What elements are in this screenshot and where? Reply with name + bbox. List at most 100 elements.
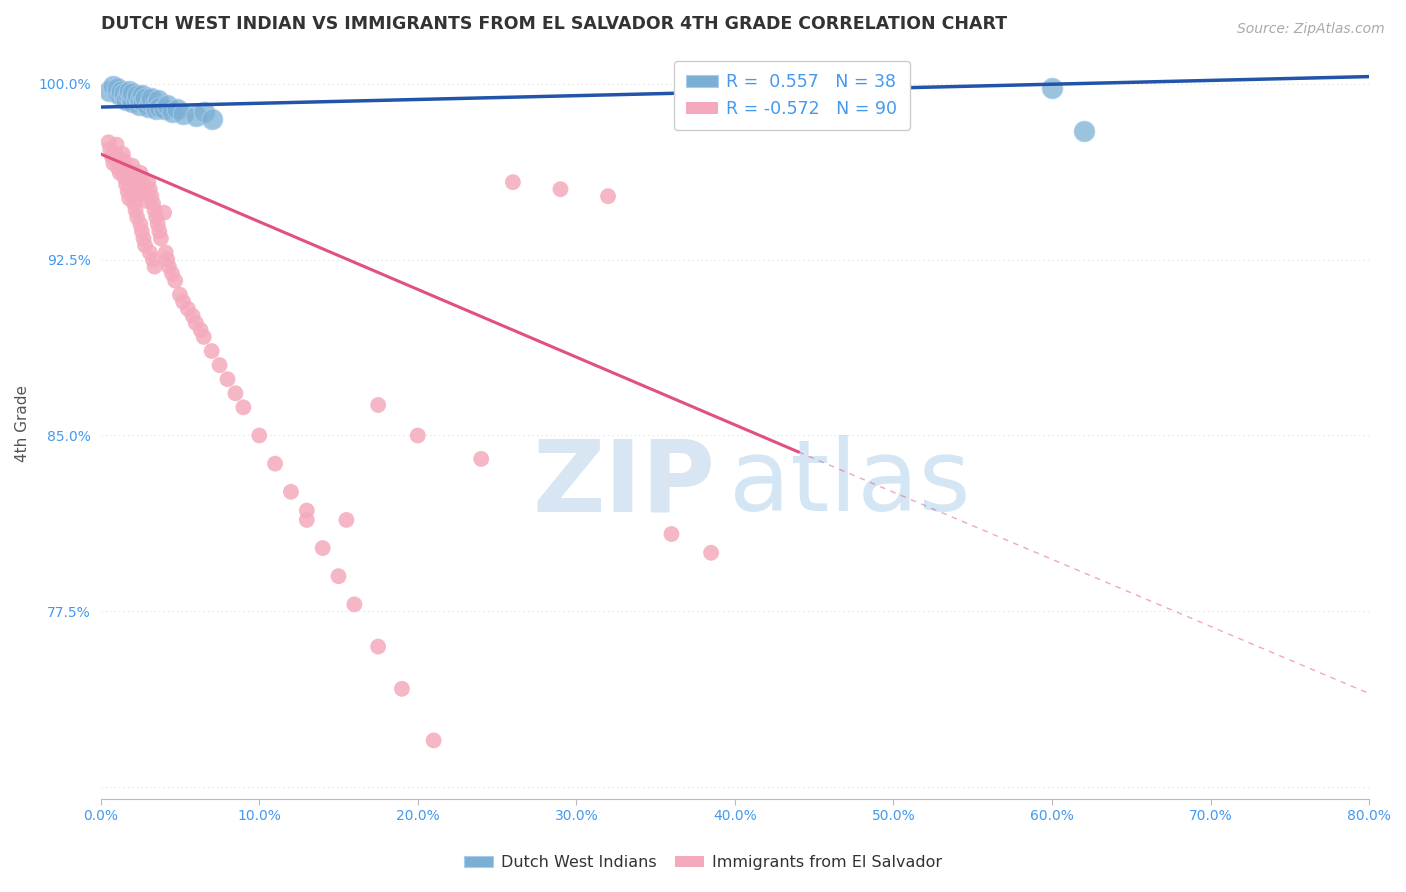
Y-axis label: 4th Grade: 4th Grade bbox=[15, 385, 30, 462]
Point bbox=[139, 182, 162, 196]
Text: ZIP: ZIP bbox=[533, 435, 716, 533]
Point bbox=[596, 189, 619, 203]
Point bbox=[367, 640, 389, 654]
Point bbox=[127, 179, 149, 194]
Point bbox=[160, 267, 183, 281]
Point bbox=[131, 88, 153, 103]
Point bbox=[201, 112, 224, 126]
Point bbox=[132, 231, 155, 245]
Point bbox=[155, 245, 177, 260]
Point bbox=[311, 541, 333, 555]
Point bbox=[422, 733, 444, 747]
Point bbox=[118, 84, 141, 98]
Point bbox=[190, 323, 212, 337]
Point bbox=[121, 189, 143, 203]
Point bbox=[224, 386, 246, 401]
Point bbox=[157, 260, 180, 274]
Point bbox=[550, 182, 572, 196]
Point bbox=[143, 203, 166, 218]
Point bbox=[295, 513, 318, 527]
Point bbox=[121, 95, 143, 110]
Point bbox=[124, 203, 146, 218]
Point bbox=[104, 147, 127, 161]
Point bbox=[184, 316, 207, 330]
Point bbox=[129, 218, 152, 232]
Point bbox=[217, 372, 239, 386]
Point bbox=[232, 401, 254, 415]
Text: Source: ZipAtlas.com: Source: ZipAtlas.com bbox=[1237, 22, 1385, 37]
Point bbox=[115, 161, 138, 175]
Point bbox=[121, 86, 143, 100]
Point bbox=[129, 93, 152, 107]
Point bbox=[156, 252, 179, 267]
Point bbox=[118, 192, 141, 206]
Point bbox=[335, 513, 357, 527]
Point bbox=[343, 598, 366, 612]
Point bbox=[117, 185, 139, 199]
Point bbox=[247, 428, 270, 442]
Text: atlas: atlas bbox=[728, 435, 970, 533]
Point bbox=[105, 154, 128, 169]
Point bbox=[121, 159, 143, 173]
Point bbox=[107, 161, 129, 175]
Point bbox=[280, 484, 302, 499]
Point bbox=[117, 168, 139, 182]
Point bbox=[108, 88, 131, 103]
Point bbox=[201, 344, 224, 359]
Point bbox=[172, 107, 194, 121]
Point bbox=[135, 194, 157, 208]
Point bbox=[127, 211, 149, 225]
Point bbox=[193, 330, 215, 344]
Point bbox=[97, 84, 120, 98]
Point bbox=[134, 186, 156, 201]
Point bbox=[136, 100, 159, 114]
Point bbox=[502, 175, 524, 189]
Point bbox=[122, 166, 145, 180]
Point bbox=[128, 186, 150, 201]
Point bbox=[114, 154, 136, 169]
Point bbox=[134, 238, 156, 252]
Point bbox=[114, 86, 136, 100]
Point bbox=[115, 93, 138, 107]
Point bbox=[129, 166, 152, 180]
Point bbox=[166, 103, 188, 117]
Point bbox=[149, 231, 172, 245]
Point bbox=[406, 428, 429, 442]
Point bbox=[124, 93, 146, 107]
Legend: R =  0.557   N = 38, R = -0.572   N = 90: R = 0.557 N = 38, R = -0.572 N = 90 bbox=[675, 61, 910, 130]
Point bbox=[131, 224, 153, 238]
Point bbox=[295, 503, 318, 517]
Point bbox=[367, 398, 389, 412]
Point bbox=[145, 103, 167, 117]
Point bbox=[134, 91, 156, 105]
Point bbox=[110, 156, 132, 170]
Point bbox=[132, 95, 155, 110]
Point bbox=[1073, 123, 1095, 137]
Point bbox=[146, 218, 169, 232]
Point bbox=[148, 224, 170, 238]
Point bbox=[172, 294, 194, 309]
Point bbox=[391, 681, 413, 696]
Point bbox=[142, 196, 165, 211]
Point bbox=[103, 78, 125, 93]
Point bbox=[139, 245, 162, 260]
Point bbox=[143, 97, 166, 112]
Point bbox=[105, 137, 128, 152]
Point bbox=[118, 175, 141, 189]
Point bbox=[181, 309, 204, 323]
Point bbox=[124, 173, 146, 187]
Legend: Dutch West Indians, Immigrants from El Salvador: Dutch West Indians, Immigrants from El S… bbox=[457, 849, 949, 877]
Point bbox=[128, 97, 150, 112]
Point bbox=[111, 163, 134, 178]
Point bbox=[470, 452, 492, 467]
Point bbox=[108, 152, 131, 166]
Point bbox=[132, 179, 155, 194]
Point bbox=[328, 569, 350, 583]
Point bbox=[131, 173, 153, 187]
Point bbox=[108, 166, 131, 180]
Point bbox=[146, 93, 169, 107]
Point bbox=[142, 252, 165, 267]
Point bbox=[120, 182, 142, 196]
Point bbox=[114, 170, 136, 185]
Point bbox=[136, 175, 159, 189]
